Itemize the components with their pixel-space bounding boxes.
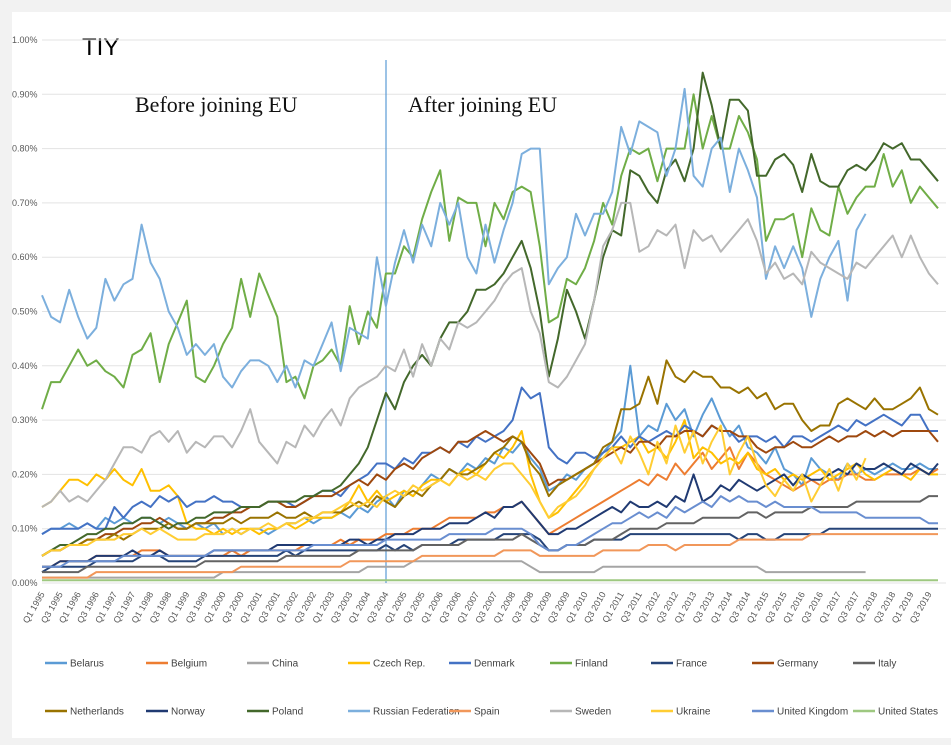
- y-tick-label: 0.00%: [12, 578, 38, 588]
- legend: Belarus Belgium China Czech Rep. Denmark Finl…: [45, 659, 938, 718]
- series-line: [42, 495, 938, 568]
- series-line: [41, 71, 939, 557]
- legend-label: Ukraine: [676, 707, 711, 718]
- y-tick-label: 0.50%: [12, 307, 38, 317]
- legend-label: Sweden: [575, 707, 611, 718]
- series-line: [41, 201, 939, 508]
- y-tick-label: 0.60%: [12, 252, 38, 262]
- grid: 0.00% 0.10% 0.20% 0.30% 0.40% 0.50% 0.60% 0.70%…: [12, 35, 946, 588]
- legend-label: Netherlands: [70, 707, 124, 718]
- series-line: [42, 533, 938, 579]
- legend-label: Spain: [474, 707, 500, 718]
- y-tick-label: 0.40%: [12, 361, 38, 371]
- legend-label: Finland: [575, 659, 608, 670]
- watermark: TIY: [82, 34, 119, 61]
- legend-label: Czech Rep.: [373, 659, 425, 670]
- legend-label: Belgium: [171, 659, 207, 670]
- legend-label: Poland: [272, 707, 303, 718]
- annotation: Before joining EU: [135, 92, 298, 117]
- y-tick-label: 1.00%: [12, 35, 38, 45]
- plot: [41, 71, 939, 582]
- legend-label: France: [676, 659, 708, 670]
- legend-label: Belarus: [70, 659, 104, 670]
- series-line: [42, 495, 938, 574]
- legend-label: Russian Federation: [373, 707, 460, 718]
- y-tick-label: 0.80%: [12, 144, 38, 154]
- annotation: After joining EU: [408, 92, 557, 117]
- legend-label: Norway: [171, 707, 205, 718]
- chart-background: [12, 12, 951, 738]
- series-line: [41, 87, 867, 389]
- y-tick-label: 0.70%: [12, 198, 38, 208]
- series-line: [41, 359, 939, 557]
- y-tick-label: 0.20%: [12, 469, 38, 479]
- y-tick-label: 0.10%: [12, 524, 38, 534]
- y-tick-label: 0.30%: [12, 415, 38, 425]
- legend-label: Italy: [878, 659, 896, 670]
- series-line: [41, 93, 939, 410]
- legend-label: United Kingdom: [777, 707, 848, 718]
- series-line: [42, 560, 866, 579]
- y-tick-label: 0.90%: [12, 89, 38, 99]
- series-line: [41, 424, 867, 557]
- series-line: [41, 386, 938, 535]
- legend-label: Denmark: [474, 659, 516, 670]
- legend-label: China: [272, 659, 299, 670]
- legend-label: Germany: [777, 659, 818, 670]
- legend-label: United States: [878, 707, 938, 718]
